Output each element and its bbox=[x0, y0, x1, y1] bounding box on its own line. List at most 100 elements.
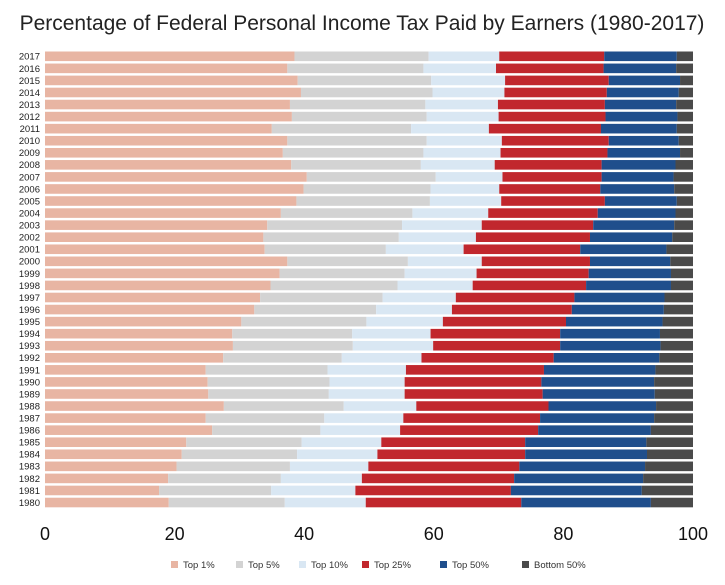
bar-1996-bottom-50 bbox=[663, 304, 693, 315]
year-label-2002: 2002 bbox=[19, 233, 40, 244]
x-tick-20: 20 bbox=[165, 524, 185, 544]
bar-2014-bottom-50 bbox=[678, 87, 693, 98]
bar-1988-top-50 bbox=[548, 401, 657, 411]
bar-2010-bottom-50 bbox=[678, 135, 693, 146]
bar-1982-top-10 bbox=[280, 473, 362, 484]
bar-1983-bottom-50 bbox=[645, 461, 693, 472]
bar-1990-top-25 bbox=[404, 377, 542, 387]
year-label-2011: 2011 bbox=[20, 124, 40, 135]
bar-1989-top-5 bbox=[208, 389, 329, 399]
bar-2007-top-5 bbox=[306, 172, 436, 182]
bar-2009-bottom-50 bbox=[680, 147, 693, 158]
bar-2013-top-10 bbox=[425, 99, 498, 110]
bar-1985-top-50 bbox=[525, 437, 647, 448]
bar-2017-top-50 bbox=[604, 51, 677, 62]
bar-2004-top-25 bbox=[488, 208, 598, 218]
bar-2001-bottom-50 bbox=[666, 244, 693, 255]
year-label-1989: 1989 bbox=[19, 389, 40, 400]
bar-1981-top-5 bbox=[159, 485, 272, 496]
bar-2016-top-5 bbox=[287, 63, 424, 74]
legend: Top 1% Top 5% Top 10% Top 25% Top 50% Bottom … bbox=[171, 560, 586, 571]
bar-2008-top-25 bbox=[494, 160, 602, 170]
bar-1995-top-10 bbox=[366, 316, 443, 327]
bar-1986-top-1 bbox=[45, 425, 213, 435]
bar-1989-top-25 bbox=[404, 389, 543, 399]
legend-swatch-top-5 bbox=[236, 561, 243, 568]
bar-1986-top-10 bbox=[320, 425, 401, 435]
bar-2005-top-10 bbox=[429, 196, 502, 206]
bar-2004-top-5 bbox=[280, 208, 413, 218]
bar-2012-top-5 bbox=[291, 111, 427, 122]
bar-1987-top-50 bbox=[540, 413, 655, 423]
bar-1982-top-50 bbox=[514, 473, 644, 484]
bar-1987-top-1 bbox=[45, 413, 206, 423]
bar-1994-top-5 bbox=[232, 328, 353, 339]
bar-1996-top-25 bbox=[451, 304, 572, 315]
bar-2002-top-1 bbox=[45, 232, 264, 242]
year-label-1981: 1981 bbox=[19, 486, 40, 497]
legend-label-top-50: Top 50% bbox=[452, 560, 490, 571]
year-label-1987: 1987 bbox=[19, 414, 40, 425]
bar-2011-top-25 bbox=[488, 123, 601, 134]
bar-1988-top-1 bbox=[45, 401, 224, 411]
bar-1984-top-50 bbox=[525, 449, 647, 460]
year-label-1993: 1993 bbox=[19, 341, 40, 352]
bar-1981-top-25 bbox=[355, 485, 511, 496]
bar-1990-top-1 bbox=[45, 377, 208, 387]
bar-2016-top-1 bbox=[45, 63, 288, 74]
bar-2016-top-25 bbox=[496, 63, 604, 74]
bar-2000-top-5 bbox=[287, 256, 408, 267]
legend-swatch-top-10 bbox=[299, 561, 306, 568]
bar-1996-top-50 bbox=[571, 304, 664, 315]
bar-2011-top-50 bbox=[600, 123, 677, 134]
bar-1995-bottom-50 bbox=[662, 316, 693, 327]
bar-1994-top-25 bbox=[430, 328, 561, 339]
year-label-1990: 1990 bbox=[19, 377, 40, 388]
legend-label-top-25: Top 25% bbox=[374, 560, 412, 571]
bar-2009-top-5 bbox=[282, 147, 424, 158]
bar-2011-top-1 bbox=[45, 123, 272, 134]
bar-2010-top-10 bbox=[426, 135, 502, 146]
bar-1995-top-5 bbox=[241, 316, 367, 327]
bar-1997-top-10 bbox=[382, 292, 456, 303]
bar-2007-top-10 bbox=[435, 172, 503, 182]
bar-1984-top-25 bbox=[377, 449, 526, 460]
bar-2007-bottom-50 bbox=[673, 172, 693, 182]
bar-1991-top-1 bbox=[45, 365, 206, 375]
bar-2003-top-50 bbox=[593, 220, 675, 230]
bar-2008-top-1 bbox=[45, 160, 292, 170]
bar-1993-bottom-50 bbox=[660, 340, 693, 351]
bar-2000-top-10 bbox=[407, 256, 482, 267]
bar-2015-top-5 bbox=[297, 75, 432, 86]
bar-2004-top-1 bbox=[45, 208, 281, 218]
year-label-1988: 1988 bbox=[19, 401, 40, 412]
bar-1988-top-10 bbox=[343, 401, 417, 411]
bar-1992-top-1 bbox=[45, 353, 224, 363]
year-label-2006: 2006 bbox=[19, 184, 40, 195]
bar-1999-top-10 bbox=[404, 268, 477, 279]
bar-2004-top-50 bbox=[597, 208, 676, 218]
bar-2013-top-5 bbox=[289, 99, 426, 110]
year-label-1994: 1994 bbox=[19, 329, 40, 340]
bar-2014-top-50 bbox=[606, 87, 679, 98]
bar-1987-bottom-50 bbox=[654, 413, 693, 423]
bar-1994-bottom-50 bbox=[659, 328, 693, 339]
bar-2013-bottom-50 bbox=[676, 99, 693, 110]
bar-2015-top-1 bbox=[45, 75, 298, 86]
year-label-2012: 2012 bbox=[19, 112, 40, 123]
year-label-2013: 2013 bbox=[19, 100, 40, 111]
year-label-2009: 2009 bbox=[19, 148, 40, 159]
bar-1986-top-25 bbox=[400, 425, 539, 435]
bar-1984-top-10 bbox=[297, 449, 378, 460]
bar-1983-top-1 bbox=[45, 461, 177, 472]
bar-1999-top-50 bbox=[588, 268, 671, 279]
bar-2013-top-25 bbox=[497, 99, 605, 110]
bar-1985-top-1 bbox=[45, 437, 187, 448]
bar-2005-bottom-50 bbox=[676, 196, 693, 206]
year-label-1995: 1995 bbox=[19, 317, 40, 328]
year-label-2000: 2000 bbox=[19, 257, 40, 268]
bar-1990-top-5 bbox=[207, 377, 330, 387]
bar-2005-top-5 bbox=[296, 196, 430, 206]
bar-1997-top-1 bbox=[45, 292, 261, 303]
year-label-2008: 2008 bbox=[19, 160, 40, 171]
